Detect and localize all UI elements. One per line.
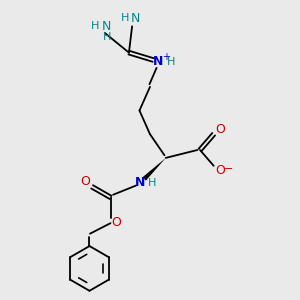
Text: H: H (121, 14, 129, 23)
Text: O: O (215, 164, 225, 177)
Text: O: O (81, 175, 91, 188)
Text: H: H (167, 57, 175, 67)
Text: +: + (162, 52, 170, 62)
Text: O: O (215, 123, 225, 136)
Text: N: N (102, 20, 111, 33)
Text: H: H (102, 32, 111, 42)
Text: N: N (131, 12, 140, 25)
Text: N: N (135, 176, 145, 189)
Text: −: − (224, 164, 233, 174)
Polygon shape (142, 158, 166, 181)
Text: H: H (148, 178, 156, 188)
Text: N: N (153, 55, 163, 68)
Text: O: O (111, 216, 121, 229)
Text: H: H (91, 21, 100, 31)
